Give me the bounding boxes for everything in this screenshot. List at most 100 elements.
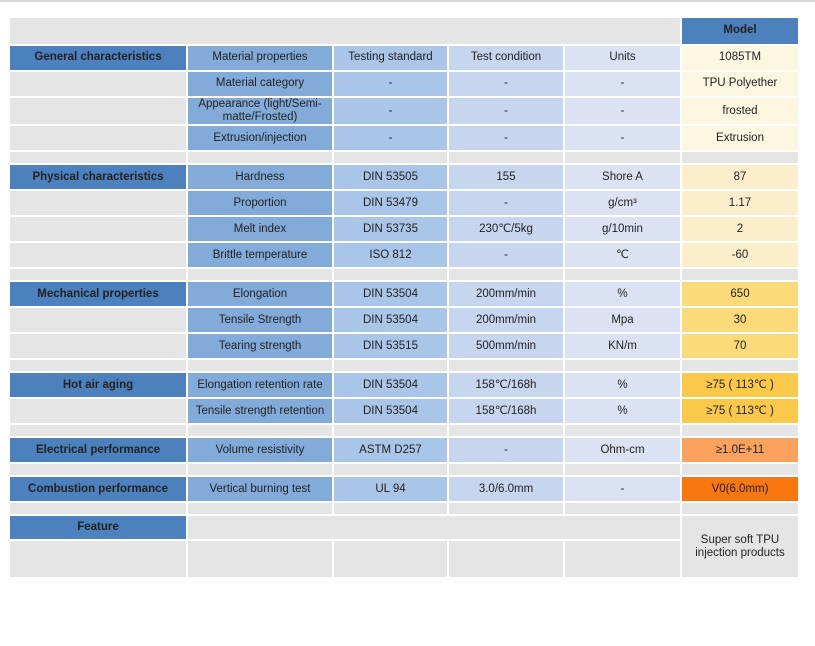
spacer-cell [565,360,680,372]
section-header-hot-air-aging: Hot air aging [10,373,186,398]
spacer-cell [682,152,798,164]
column-header-units: Units [565,46,680,70]
table-cell: - [449,191,563,216]
section-header-physical: Physical characteristics [10,165,186,190]
model-value-cell: 30 [682,308,798,333]
table-cell: UL 94 [334,477,447,502]
table-row-top: Model [10,18,798,44]
table-row-spacer [10,269,798,281]
table-cell: KN/m [565,334,680,359]
section-header-electrical: Electrical performance [10,438,186,463]
table-cell: 155 [449,165,563,190]
spacer-cell [10,191,186,216]
spacer-cell [565,541,680,578]
spacer-cell [188,152,332,164]
table-cell: - [565,72,680,96]
table-cell: Elongation retention rate [188,373,332,398]
table-cell: DIN 53504 [334,308,447,333]
spacer-cell [10,72,186,96]
model-column-header: Model [682,18,798,44]
section-header-general: General characteristics [10,46,186,70]
table-row-data: Hot air aging Elongation retention rate DI… [10,373,798,398]
table-cell: DIN 53504 [334,399,447,424]
table-cell: DIN 53515 [334,334,447,359]
spacer-cell [565,464,680,476]
model-value-cell: 1.17 [682,191,798,216]
table-cell: Hardness [188,165,332,190]
spacer-cell [449,152,563,164]
table-cell: Ohm-cm [565,438,680,463]
table-cell: Extrusion/injection [188,126,332,151]
spacer-cell [449,269,563,281]
table-row-spacer [10,152,798,164]
table-cell: ISO 812 [334,243,447,268]
column-header-material-properties: Material properties [188,46,332,70]
table-cell: DIN 53479 [334,191,447,216]
table-cell: ASTM D257 [334,438,447,463]
spacer-cell [188,425,332,437]
model-value-cell: Extrusion [682,126,798,151]
table-row-spacer [10,464,798,476]
spacer-cell [682,269,798,281]
spacer-cell [10,425,186,437]
table-cell: DIN 53735 [334,217,447,242]
spacer-cell [10,243,186,268]
table-cell: - [334,72,447,96]
spacer-cell [10,360,186,372]
spacer-cell [10,98,186,125]
table-row-data: Electrical performance Volume resistivity… [10,438,798,463]
table-cell: DIN 53504 [334,373,447,398]
table-cell: 3.0/6.0mm [449,477,563,502]
spacer-cell [449,360,563,372]
table-cell: Elongation [188,282,332,307]
section-header-combustion: Combustion performance [10,477,186,502]
model-value-cell: ≥75 ( 113℃ ) [682,373,798,398]
model-value-cell: ≥75 ( 113℃ ) [682,399,798,424]
spacer-cell [10,503,186,515]
table-cell: - [334,126,447,151]
table-row-data: Material category - - - TPU Polyether [10,72,798,96]
table-cell: Melt index [188,217,332,242]
table-row-data: Extrusion/injection - - - Extrusion [10,126,798,151]
model-value-cell: 87 [682,165,798,190]
spacer-cell [682,425,798,437]
spacer-cell [10,18,680,44]
table-cell: - [565,98,680,125]
table-cell: Material category [188,72,332,96]
table-cell: Proportion [188,191,332,216]
spacer-cell [334,503,447,515]
table-cell: - [449,72,563,96]
spacer-cell [188,516,680,540]
top-divider [0,0,815,2]
table-row-data: Brittle temperature ISO 812- ℃ -60 [10,243,798,268]
table-cell: Shore A [565,165,680,190]
table-row-feature: Feature Super soft TPU injection products [10,516,798,578]
spacer-cell [10,464,186,476]
spacer-cell [565,503,680,515]
spacer-cell [334,464,447,476]
table-row-data: Melt index DIN 53735 230℃/5kg g/10min 2 [10,217,798,242]
spacer-cell [10,269,186,281]
spacer-cell [10,399,186,424]
spacer-cell [10,217,186,242]
table-cell: Appearance (light/Semi-matte/Frosted) [188,98,332,125]
spacer-cell [10,541,186,578]
spacer-cell [449,464,563,476]
table-row-data: Physical characteristics Hardness DIN 5350… [10,165,798,190]
spacer-cell [188,360,332,372]
table-row-data: Tensile strength retention DIN 53504 158℃/… [10,399,798,424]
spacer-cell [449,541,563,578]
spacer-cell [449,425,563,437]
section-header-feature: Feature [10,516,186,540]
model-value-cell: 2 [682,217,798,242]
table-cell: Volume resistivity [188,438,332,463]
table-cell: DIN 53504 [334,282,447,307]
section-header-mechanical: Mechanical properties [10,282,186,307]
spacer-cell [334,152,447,164]
table-cell: % [565,373,680,398]
model-value-cell: TPU Polyether [682,72,798,96]
table-cell: Vertical burning test [188,477,332,502]
spacer-cell [682,503,798,515]
model-number-cell: 1085TM [682,46,798,70]
table-row-spacer [10,360,798,372]
